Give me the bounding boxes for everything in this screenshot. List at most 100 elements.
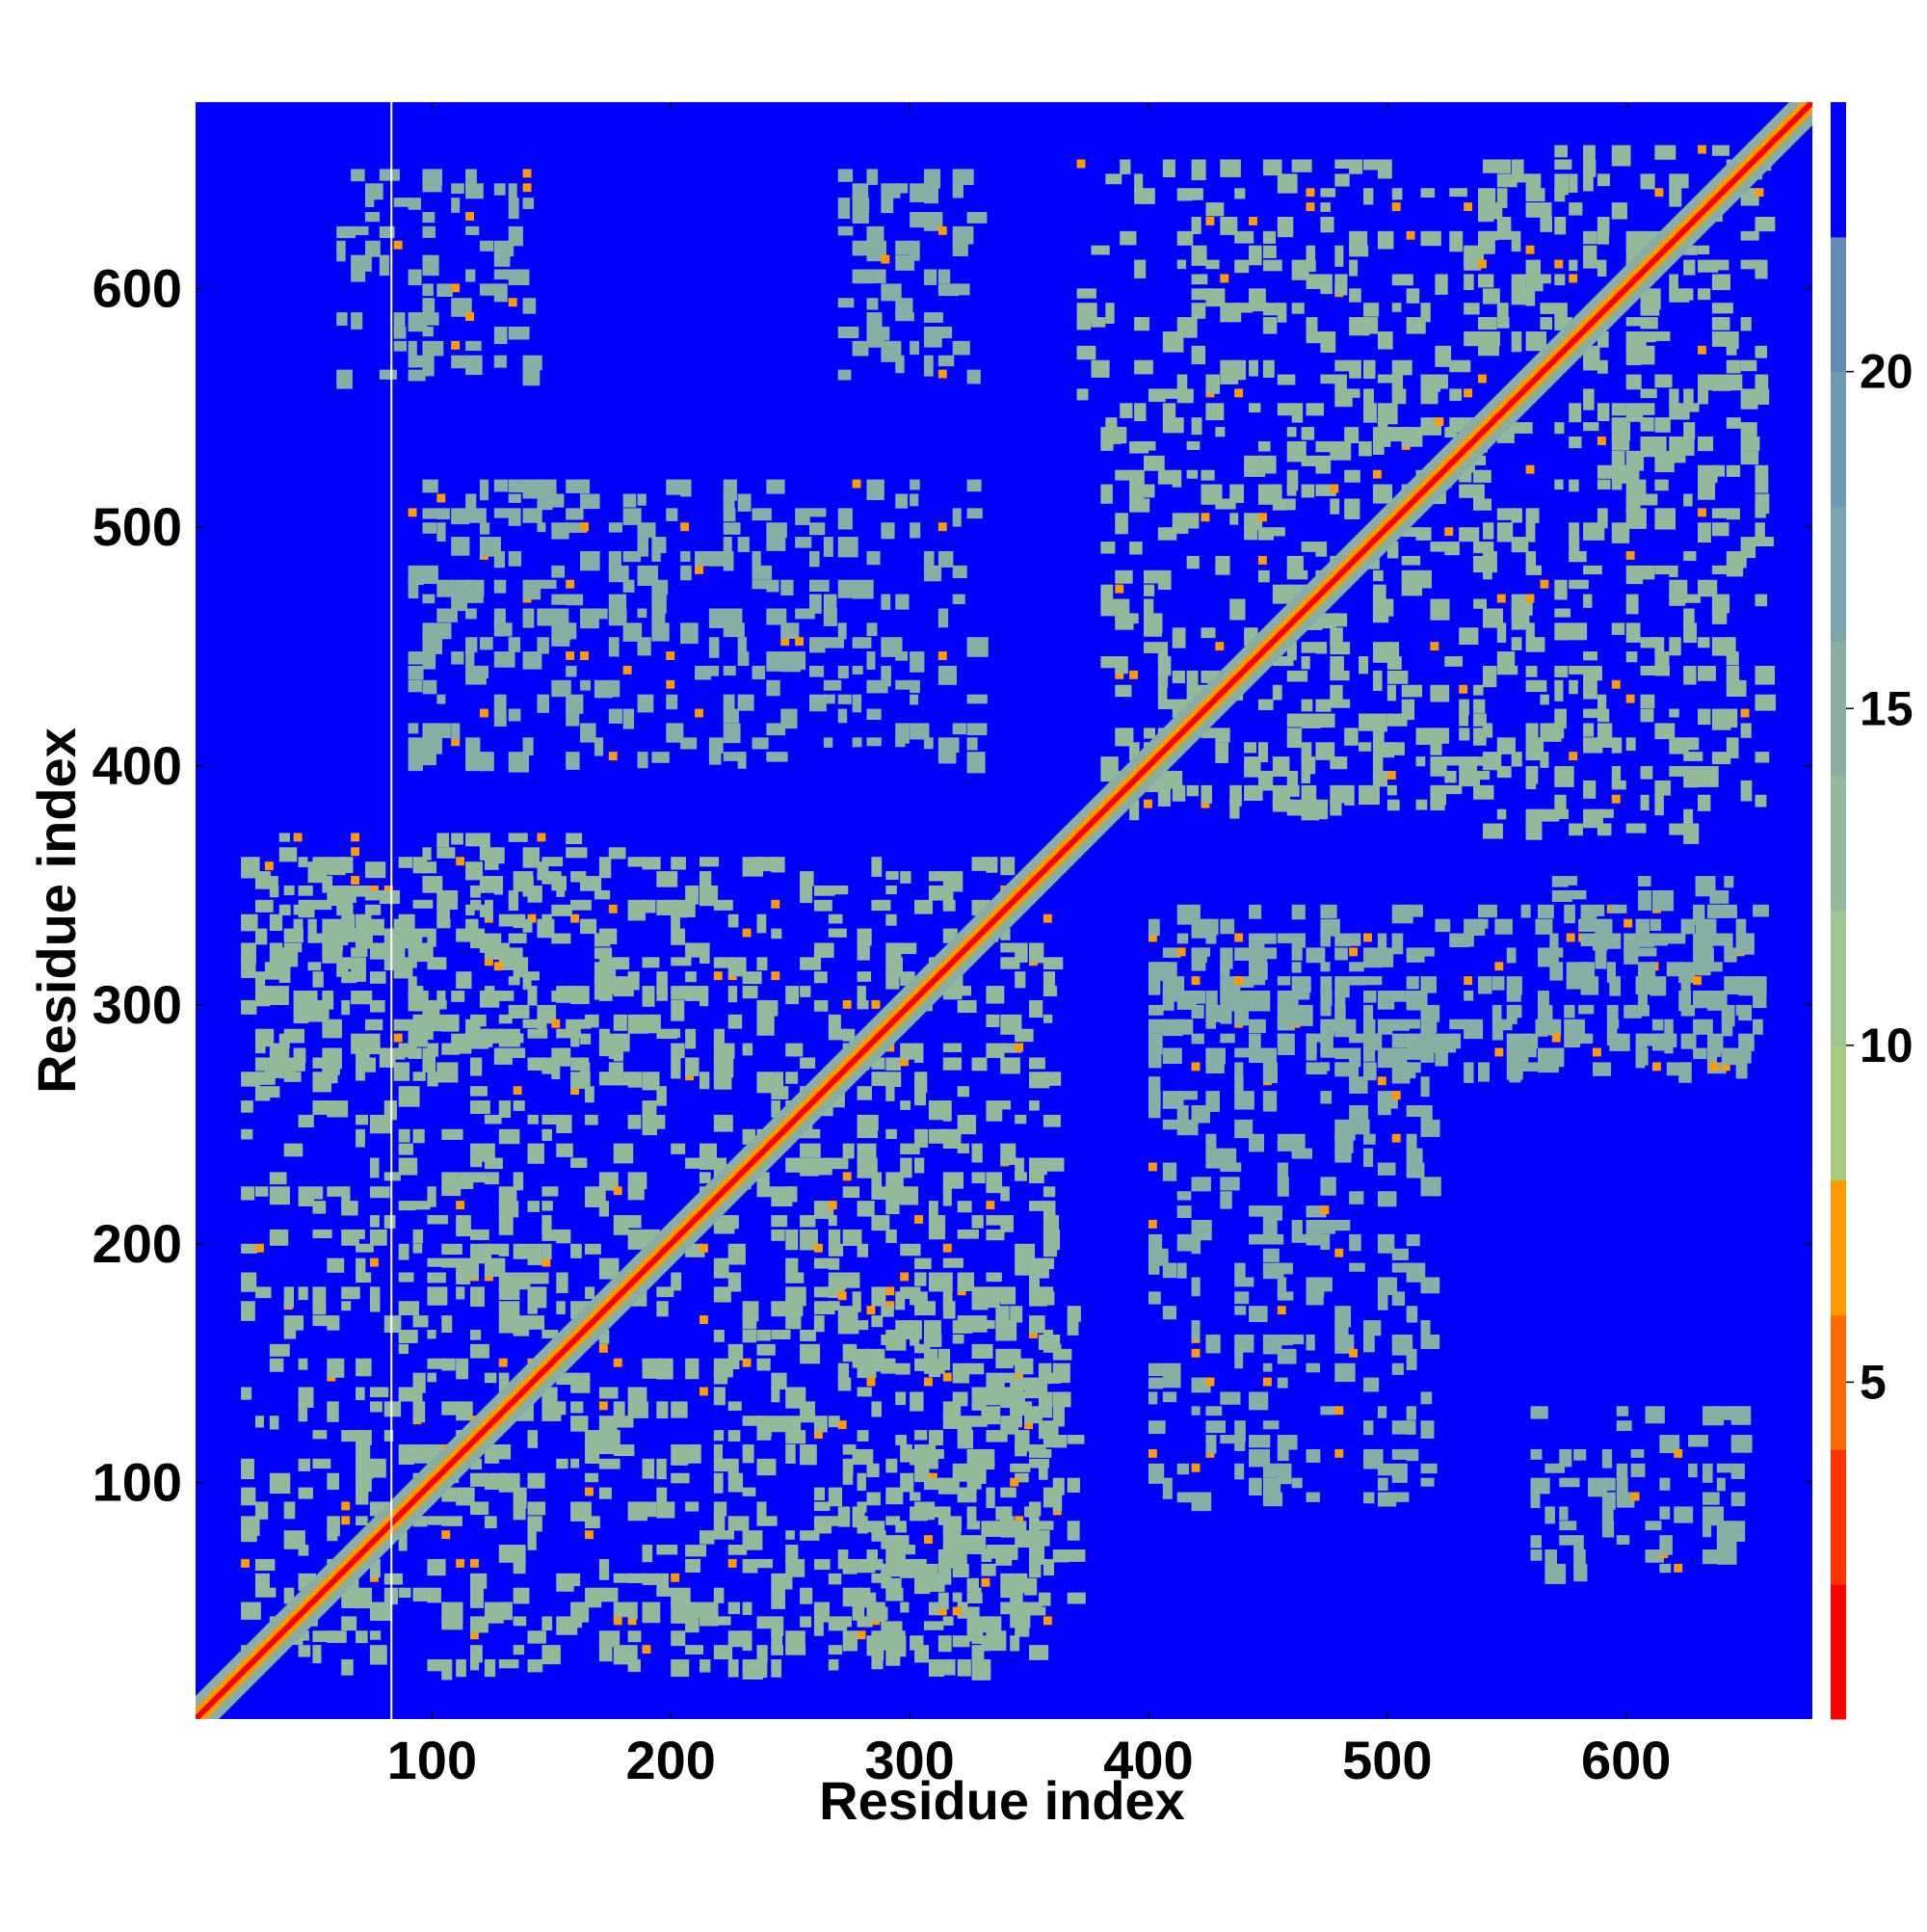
contact-cell [1573, 1549, 1586, 1567]
contact-cell [1249, 933, 1265, 953]
contact-cell [522, 508, 542, 523]
contact-cell [1537, 1062, 1559, 1073]
contact-cell [441, 1257, 462, 1268]
contact-cell [885, 1487, 904, 1505]
contact-cell [1569, 202, 1583, 216]
contact-cell [900, 1601, 910, 1613]
contact-cell [1372, 440, 1385, 455]
contact-cell [254, 1286, 272, 1299]
contact-cell [1176, 230, 1194, 246]
contact-cell [351, 991, 373, 1005]
contact-cell [1711, 708, 1731, 730]
contact-cell [1205, 1091, 1220, 1112]
close-contact-cell [928, 1472, 937, 1482]
contact-cell [656, 971, 668, 993]
contact-cell [598, 1172, 619, 1191]
close-contact-cell [914, 1215, 923, 1224]
contact-cell [1606, 1004, 1619, 1020]
contact-cell [1205, 1420, 1227, 1434]
contact-cell [756, 1516, 778, 1526]
contact-cell [1277, 1133, 1296, 1151]
contact-cell [1320, 1004, 1332, 1017]
contact-cell [369, 1387, 389, 1398]
contact-cell [957, 1601, 968, 1619]
contact-cell [1067, 1477, 1080, 1494]
contact-cell [254, 1416, 264, 1428]
contact-cell [1755, 665, 1776, 685]
contact-cell [1420, 976, 1437, 993]
contact-cell [1334, 1219, 1351, 1231]
contact-cell [723, 537, 732, 554]
contact-cell [837, 1363, 850, 1381]
contact-cell [1091, 359, 1110, 378]
contact-cell [566, 522, 588, 533]
contact-cell [1654, 508, 1676, 530]
contact-cell [1334, 374, 1347, 391]
contact-cell [527, 1143, 544, 1164]
contact-cell [522, 847, 540, 868]
contact-cell [1330, 656, 1344, 677]
contact-cell [393, 1019, 409, 1031]
contact-cell [508, 708, 521, 722]
contact-cell [1291, 976, 1311, 993]
contact-cell [1595, 947, 1607, 969]
contact-cell [369, 1601, 391, 1622]
contact-cell [627, 1114, 642, 1129]
contact-cell [914, 1043, 924, 1064]
contact-cell [1566, 1033, 1581, 1047]
contact-cell [895, 594, 910, 610]
contact-cell [1000, 1057, 1020, 1074]
contact-cell [857, 1430, 869, 1442]
contact-cell [1249, 1306, 1268, 1323]
contact-cell [336, 904, 354, 916]
contact-cell [1157, 642, 1169, 663]
contact-cell [928, 871, 945, 882]
contact-cell [1029, 1100, 1040, 1111]
contact-block-3 [1076, 159, 1500, 437]
contact-cell [713, 1028, 725, 1045]
contact-cell [1540, 303, 1556, 314]
contact-cell [1625, 230, 1646, 251]
contact-cell [356, 1057, 376, 1072]
close-contact-cell [981, 1577, 990, 1587]
contact-cell [910, 522, 921, 539]
contact-cell [756, 1616, 772, 1629]
contact-cell [1363, 303, 1380, 317]
contact-cell [527, 1315, 545, 1330]
contact-cell [1415, 527, 1432, 541]
contact-cell [642, 1501, 657, 1518]
contact-cell [942, 1186, 952, 1206]
contact-cell [1330, 440, 1352, 461]
close-contact-cell [580, 522, 589, 532]
contact-cell [1420, 1076, 1430, 1098]
close-contact-cell [1391, 1091, 1401, 1100]
contact-cell [1444, 784, 1463, 795]
contact-cell [885, 1229, 897, 1243]
contact-cell [1611, 479, 1623, 490]
contact-cell [656, 1301, 669, 1317]
contact-cell [1583, 780, 1597, 799]
contact-cell [966, 1535, 987, 1554]
contact-cell [1157, 527, 1177, 541]
close-contact-cell [513, 1086, 522, 1096]
contact-cell [1482, 752, 1502, 771]
contact-cell [613, 1215, 629, 1235]
contact-cell [1740, 317, 1752, 331]
contact-cell [895, 1320, 912, 1339]
contact-cell [1386, 784, 1397, 796]
contact-cell [1249, 1391, 1269, 1411]
contact-cell [737, 493, 752, 512]
contact-cell [441, 1128, 463, 1140]
contact-cell [1537, 1047, 1558, 1066]
contact-cell [895, 723, 910, 744]
contact-cell [966, 369, 981, 384]
contact-cell [1735, 1047, 1752, 1064]
contact-cell [1525, 808, 1543, 830]
contact-cell [942, 1100, 952, 1122]
contact-cell [1569, 622, 1588, 641]
contact-cell [1726, 508, 1740, 520]
contact-cell [966, 1592, 983, 1604]
contact-cell [1000, 928, 1011, 940]
contact-cell [1406, 1306, 1418, 1323]
contact-cell [937, 1348, 951, 1371]
